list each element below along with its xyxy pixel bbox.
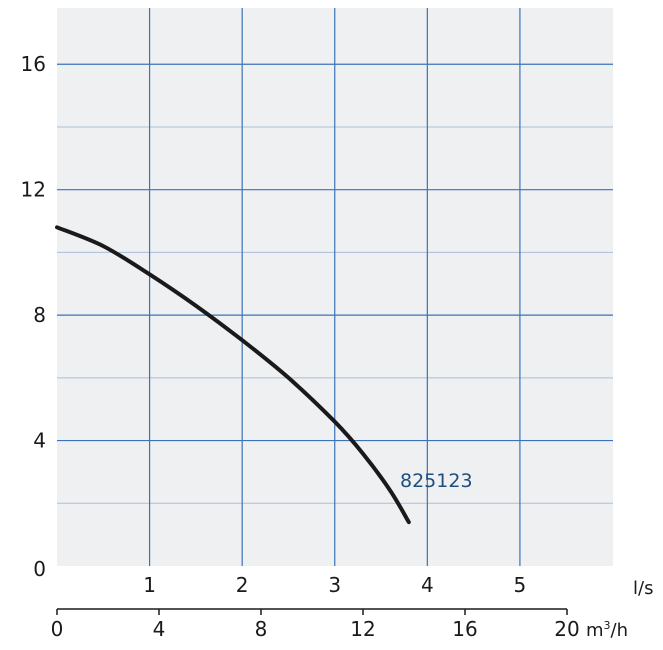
y-tick-label: 8: [33, 303, 46, 327]
y-tick-label: 0: [33, 557, 46, 581]
secondary-x-tick-label: 12: [350, 617, 375, 641]
secondary-x-tick-label: 16: [452, 617, 477, 641]
series-line-825123: [55, 225, 411, 525]
x-tick-label: 5: [514, 573, 527, 597]
secondary-x-tick-labels: 0 4 8 12 16 20: [51, 617, 580, 641]
secondary-x-axis: [56, 608, 568, 615]
series-label-825123: 825123: [400, 470, 473, 492]
x-tick-label: 4: [421, 573, 434, 597]
secondary-x-tick-label: 8: [255, 617, 268, 641]
x-tick-labels: 1 2 3 4 5: [143, 573, 526, 597]
x-tick-label: 3: [328, 573, 341, 597]
y-tick-label: 16: [21, 52, 46, 76]
secondary-x-tick-label: 4: [153, 617, 166, 641]
x-tick-label: 2: [236, 573, 249, 597]
x-axis-unit-label: l/s: [633, 578, 653, 599]
y-tick-label: 4: [33, 429, 46, 453]
unit-main: m: [586, 620, 604, 641]
y-tick-label: 12: [21, 178, 46, 202]
unit-superscript: 3: [604, 619, 611, 632]
secondary-x-tick-label: 20: [554, 617, 579, 641]
unit-tail: /h: [611, 620, 628, 641]
grid-lines: [57, 8, 613, 566]
x-tick-label: 1: [143, 573, 156, 597]
secondary-x-tick-label: 0: [51, 617, 64, 641]
secondary-x-axis-unit-label: m3/h: [586, 619, 628, 641]
y-tick-labels: 0 4 8 12 16: [21, 52, 46, 581]
